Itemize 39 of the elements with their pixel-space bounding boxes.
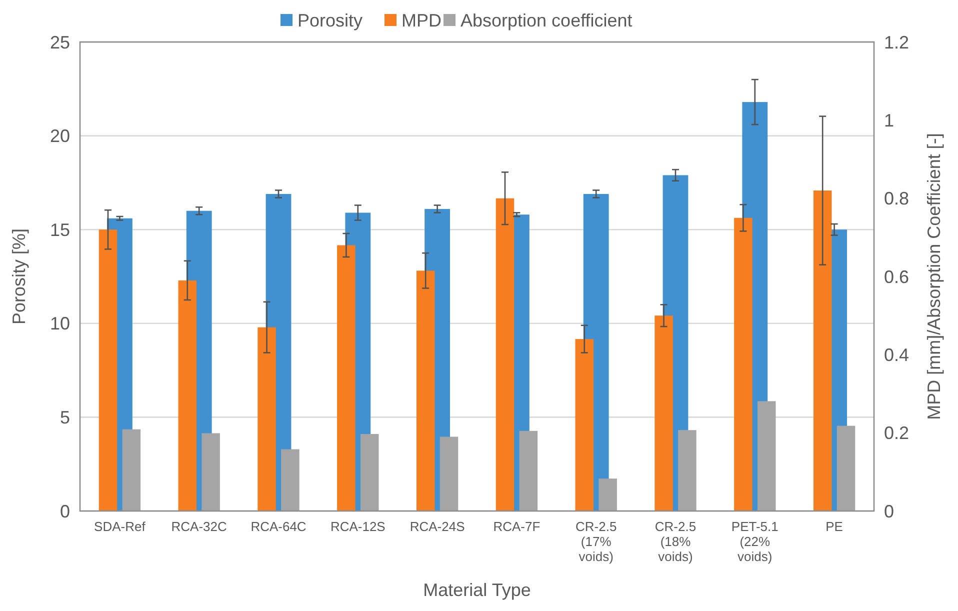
- bar: [598, 478, 617, 511]
- y2-axis-title: MPD [mm]/Absorption Coefficient [-]: [924, 133, 944, 420]
- y2-tick-label: 0: [884, 501, 894, 522]
- x-tick-label: RCA-32C: [171, 519, 227, 534]
- x-tick-label: CR-2.5 (18% voids): [654, 519, 696, 564]
- y2-tick-label: 0.2: [884, 423, 910, 444]
- y-tick-label: 10: [50, 314, 70, 334]
- x-tick-label: RCA-64C: [250, 519, 306, 534]
- y-axis-title: Porosity [%]: [9, 228, 29, 325]
- legend-label: Absorption coefficient: [460, 10, 632, 30]
- x-tick-label: PE: [826, 519, 844, 534]
- y2-tick-label: 0.8: [884, 188, 910, 209]
- x-tick-label: RCA-12S: [330, 519, 386, 534]
- y-tick-label: 20: [50, 126, 70, 146]
- x-axis-title: Material Type: [423, 580, 531, 600]
- x-tick-label: RCA-24S: [410, 519, 466, 534]
- bar: [281, 449, 300, 511]
- bar: [757, 401, 776, 511]
- x-tick-label: PET-5.1 (22% voids): [731, 519, 778, 564]
- y2-tick-label: 0.4: [884, 344, 910, 365]
- bar: [440, 436, 458, 511]
- y2-tick-label: 0.6: [884, 266, 910, 287]
- bar: [678, 430, 696, 511]
- bar: [202, 433, 220, 511]
- x-tick-label: SDA-Ref: [94, 519, 146, 534]
- legend-label: MPD: [402, 10, 442, 30]
- bar: [519, 430, 538, 511]
- y-tick-label: 25: [50, 32, 70, 52]
- y2-tick-label: 1: [884, 110, 894, 130]
- bar: [360, 434, 379, 511]
- x-tick-label: CR-2.5 (17% voids): [576, 519, 617, 564]
- x-tick-label: RCA-7F: [493, 519, 540, 534]
- y2-tick-label: 1.2: [884, 32, 910, 52]
- y-tick-label: 0: [60, 501, 70, 522]
- bar: [836, 426, 856, 511]
- y-tick-label: 15: [50, 220, 70, 240]
- y-tick-label: 5: [60, 408, 70, 428]
- legend-label: Porosity: [298, 10, 363, 30]
- bar: [122, 429, 141, 511]
